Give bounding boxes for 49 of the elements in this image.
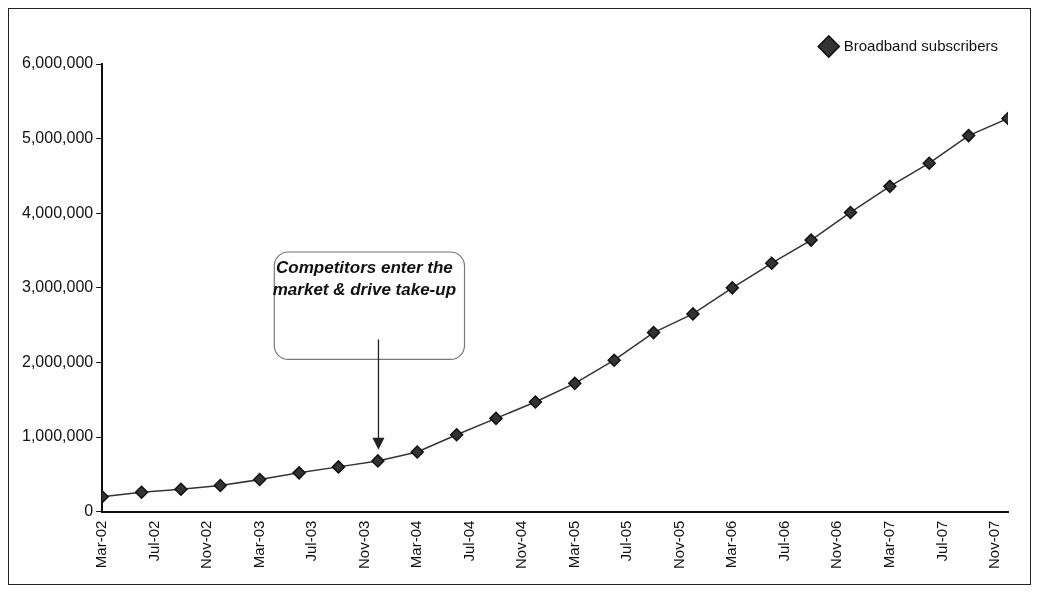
y-tick-label: 2,000,000: [21, 352, 94, 370]
point: [410, 445, 424, 459]
x-tick-label: Jul-06: [774, 520, 792, 562]
legend-label: Broadband subscribers: [843, 36, 999, 54]
x-tick-label: Jul-05: [617, 520, 635, 562]
point: [961, 128, 976, 143]
point: [252, 472, 267, 487]
y-tick-label: 0: [84, 502, 94, 520]
y-tick-label: 6,000,000: [21, 54, 94, 72]
x-tick-label: Jul-04: [459, 520, 477, 562]
x-tick-label: Mar-02: [92, 520, 110, 569]
x-tick-label: Nov-07: [985, 520, 1003, 569]
point: [804, 233, 818, 247]
x-tick-label: Nov-06: [827, 520, 845, 569]
x-tick-label: Nov-05: [669, 520, 687, 569]
x-tick-label: Mar-03: [249, 520, 267, 569]
point: [725, 281, 740, 295]
annotation: Competitors enter the market & drive take-up: [272, 258, 457, 300]
point: [371, 454, 385, 468]
point: [331, 460, 346, 474]
y-tick-label: 4,000,000: [21, 203, 94, 221]
point: [843, 205, 858, 220]
x-tick-label: Nov-04: [512, 520, 530, 569]
x-tick-label: Mar-05: [564, 520, 582, 569]
point: [174, 482, 188, 497]
x-tick-label: Mar-04: [407, 520, 425, 569]
y-tick-label: 5,000,000: [21, 129, 94, 147]
point: [213, 478, 228, 493]
x-tick-label: Nov-03: [354, 520, 372, 569]
x-tick-label: Mar-06: [722, 520, 740, 569]
point: [764, 256, 779, 270]
y-tick-label: 1,000,000: [21, 427, 94, 445]
x-tick-label: Jul-07: [932, 520, 950, 562]
point: [292, 466, 306, 480]
point: [646, 325, 661, 340]
point: [134, 485, 149, 499]
point: [686, 307, 700, 321]
x-tick-label: Jul-02: [144, 520, 162, 562]
point: [922, 156, 936, 170]
point: [449, 428, 464, 442]
point: [489, 411, 503, 426]
y-tick-label: 3,000,000: [21, 278, 94, 296]
point: [528, 395, 543, 409]
point: [568, 376, 582, 391]
x-tick-label: Jul-03: [302, 520, 320, 562]
point: [883, 179, 897, 194]
x-tick-label: Nov-02: [197, 520, 215, 569]
point: [607, 353, 621, 367]
x-tick-label: Mar-07: [879, 520, 897, 569]
